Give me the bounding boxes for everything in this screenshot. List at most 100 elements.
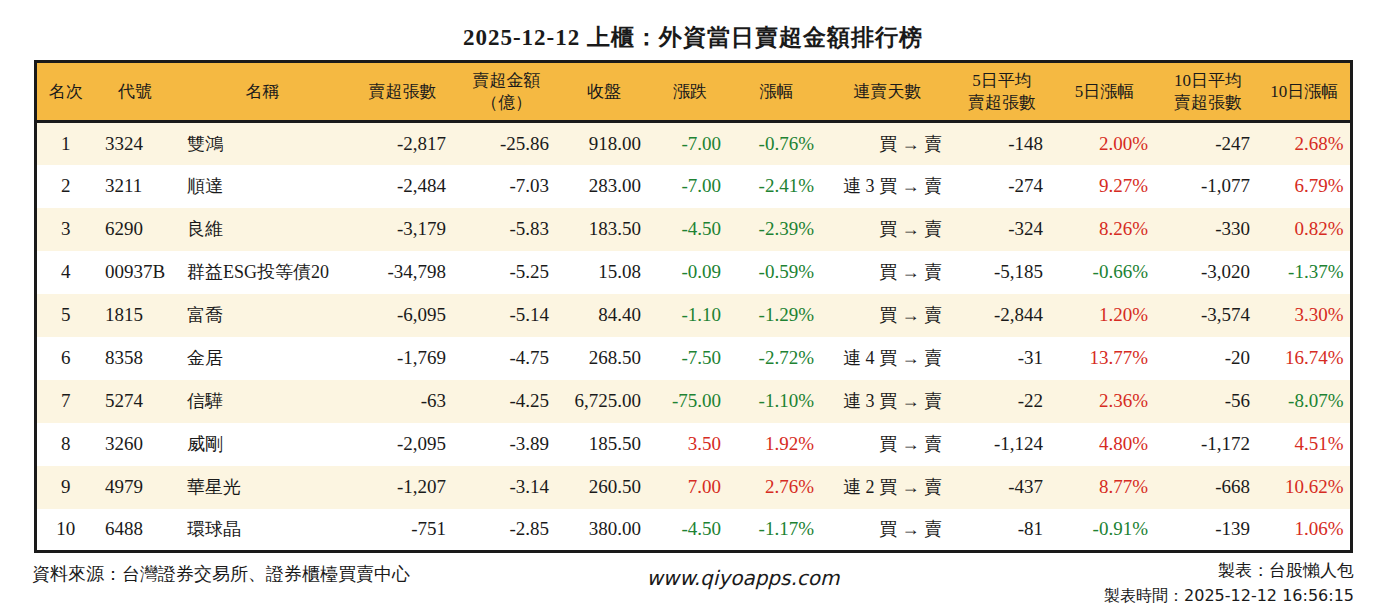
- cell-close: 185.50: [558, 423, 650, 466]
- cell-change-pct: -0.76%: [730, 122, 823, 165]
- col-header-close: 收盤: [558, 62, 650, 122]
- table-row: 75274信驊-63-4.256,725.00-75.00-1.10%連 3 買…: [35, 380, 1351, 423]
- cell-change-5d: 2.00%: [1052, 122, 1157, 165]
- cell-name: 信驊: [175, 380, 350, 423]
- cell-change-pct: -1.29%: [730, 294, 823, 337]
- cell-change: -1.10: [650, 294, 730, 337]
- table-row: 13324雙鴻-2,817-25.86918.00-7.00-0.76%買 → …: [35, 122, 1351, 165]
- cell-avg5-sell-volume: -5,185: [952, 251, 1052, 294]
- cell-sell-volume: -751: [350, 509, 455, 552]
- cell-consecutive-days: 連 2 買 → 賣: [823, 466, 952, 509]
- table-body: 13324雙鴻-2,817-25.86918.00-7.00-0.76%買 → …: [35, 122, 1351, 552]
- cell-sell-volume: -2,484: [350, 165, 455, 208]
- made-by-label: 製表：台股懶人包: [1024, 558, 1354, 584]
- col-header-consecutive-days: 連賣天數: [823, 62, 952, 122]
- cell-name: 環球晶: [175, 509, 350, 552]
- cell-rank: 1: [35, 122, 95, 165]
- col-header-change-5d: 5日漲幅: [1052, 62, 1157, 122]
- cell-sell-amount-100m: -5.14: [455, 294, 558, 337]
- cell-change-5d: 13.77%: [1052, 337, 1157, 380]
- col-header-name: 名稱: [175, 62, 350, 122]
- cell-rank: 10: [35, 509, 95, 552]
- cell-close: 84.40: [558, 294, 650, 337]
- cell-sell-volume: -1,207: [350, 466, 455, 509]
- cell-sell-amount-100m: -5.25: [455, 251, 558, 294]
- cell-close: 380.00: [558, 509, 650, 552]
- cell-change-5d: -0.66%: [1052, 251, 1157, 294]
- cell-code: 3260: [95, 423, 175, 466]
- cell-avg10-sell-volume: -247: [1157, 122, 1259, 165]
- cell-close: 283.00: [558, 165, 650, 208]
- cell-avg10-sell-volume: -1,172: [1157, 423, 1259, 466]
- cell-sell-amount-100m: -25.86: [455, 122, 558, 165]
- col-header-avg5-sell-volume: 5日平均賣超張數: [952, 62, 1052, 122]
- cell-change-5d: 8.26%: [1052, 208, 1157, 251]
- cell-avg10-sell-volume: -668: [1157, 466, 1259, 509]
- foreign-net-sell-ranking-table: 名次代號名稱賣超張數賣超金額（億）收盤漲跌漲幅連賣天數5日平均賣超張數5日漲幅1…: [34, 60, 1353, 553]
- data-source-label: 資料來源：台灣證券交易所、證券櫃檯買賣中心: [32, 558, 462, 586]
- col-header-code: 代號: [95, 62, 175, 122]
- cell-sell-volume: -34,798: [350, 251, 455, 294]
- cell-code: 1815: [95, 294, 175, 337]
- cell-change-10d: 1.06%: [1259, 509, 1351, 552]
- cell-avg10-sell-volume: -139: [1157, 509, 1259, 552]
- cell-rank: 7: [35, 380, 95, 423]
- cell-change-10d: -8.07%: [1259, 380, 1351, 423]
- cell-close: 183.50: [558, 208, 650, 251]
- table-row: 36290良維-3,179-5.83183.50-4.50-2.39%買 → 賣…: [35, 208, 1351, 251]
- cell-code: 4979: [95, 466, 175, 509]
- cell-avg10-sell-volume: -1,077: [1157, 165, 1259, 208]
- cell-avg10-sell-volume: -56: [1157, 380, 1259, 423]
- cell-avg5-sell-volume: -2,844: [952, 294, 1052, 337]
- cell-change-pct: -1.17%: [730, 509, 823, 552]
- col-header-avg10-sell-volume: 10日平均賣超張數: [1157, 62, 1259, 122]
- cell-change-pct: -1.10%: [730, 380, 823, 423]
- cell-change-10d: 3.30%: [1259, 294, 1351, 337]
- cell-change: -4.50: [650, 208, 730, 251]
- cell-code: 3324: [95, 122, 175, 165]
- cell-sell-amount-100m: -4.75: [455, 337, 558, 380]
- cell-change-5d: 8.77%: [1052, 466, 1157, 509]
- cell-name: 金居: [175, 337, 350, 380]
- table-row: 68358金居-1,769-4.75268.50-7.50-2.72%連 4 買…: [35, 337, 1351, 380]
- cell-change: -7.00: [650, 165, 730, 208]
- cell-avg5-sell-volume: -31: [952, 337, 1052, 380]
- cell-name: 良維: [175, 208, 350, 251]
- cell-change: -0.09: [650, 251, 730, 294]
- cell-change: -4.50: [650, 509, 730, 552]
- cell-consecutive-days: 連 3 買 → 賣: [823, 380, 952, 423]
- cell-avg10-sell-volume: -20: [1157, 337, 1259, 380]
- cell-avg10-sell-volume: -330: [1157, 208, 1259, 251]
- cell-sell-amount-100m: -3.14: [455, 466, 558, 509]
- cell-consecutive-days: 買 → 賣: [823, 294, 952, 337]
- cell-change-10d: 6.79%: [1259, 165, 1351, 208]
- cell-sell-amount-100m: -4.25: [455, 380, 558, 423]
- cell-change-pct: -2.41%: [730, 165, 823, 208]
- report-page: 2025-12-12 上櫃：外資當日賣超金額排行榜 名次代號名稱賣超張數賣超金額…: [0, 0, 1386, 612]
- cell-avg5-sell-volume: -1,124: [952, 423, 1052, 466]
- cell-rank: 4: [35, 251, 95, 294]
- cell-name: 富喬: [175, 294, 350, 337]
- cell-change-10d: 16.74%: [1259, 337, 1351, 380]
- cell-avg5-sell-volume: -324: [952, 208, 1052, 251]
- cell-avg5-sell-volume: -148: [952, 122, 1052, 165]
- cell-rank: 3: [35, 208, 95, 251]
- cell-rank: 6: [35, 337, 95, 380]
- cell-code: 6290: [95, 208, 175, 251]
- cell-consecutive-days: 連 3 買 → 賣: [823, 165, 952, 208]
- cell-sell-amount-100m: -2.85: [455, 509, 558, 552]
- cell-change-5d: 2.36%: [1052, 380, 1157, 423]
- cell-close: 918.00: [558, 122, 650, 165]
- cell-change-5d: 1.20%: [1052, 294, 1157, 337]
- header-row: 名次代號名稱賣超張數賣超金額（億）收盤漲跌漲幅連賣天數5日平均賣超張數5日漲幅1…: [35, 62, 1351, 122]
- table-row: 400937B群益ESG投等債20-34,798-5.2515.08-0.09-…: [35, 251, 1351, 294]
- cell-code: 5274: [95, 380, 175, 423]
- cell-avg5-sell-volume: -22: [952, 380, 1052, 423]
- cell-change-10d: 4.51%: [1259, 423, 1351, 466]
- footer: 資料來源：台灣證券交易所、證券櫃檯買賣中心 www.qiyoapps.com 製…: [32, 558, 1354, 609]
- credit-block: 製表：台股懶人包 製表時間：2025-12-12 16:56:15: [1024, 558, 1354, 609]
- cell-change-10d: 10.62%: [1259, 466, 1351, 509]
- cell-change-10d: 0.82%: [1259, 208, 1351, 251]
- cell-sell-amount-100m: -7.03: [455, 165, 558, 208]
- table-row: 106488環球晶-751-2.85380.00-4.50-1.17%買 → 賣…: [35, 509, 1351, 552]
